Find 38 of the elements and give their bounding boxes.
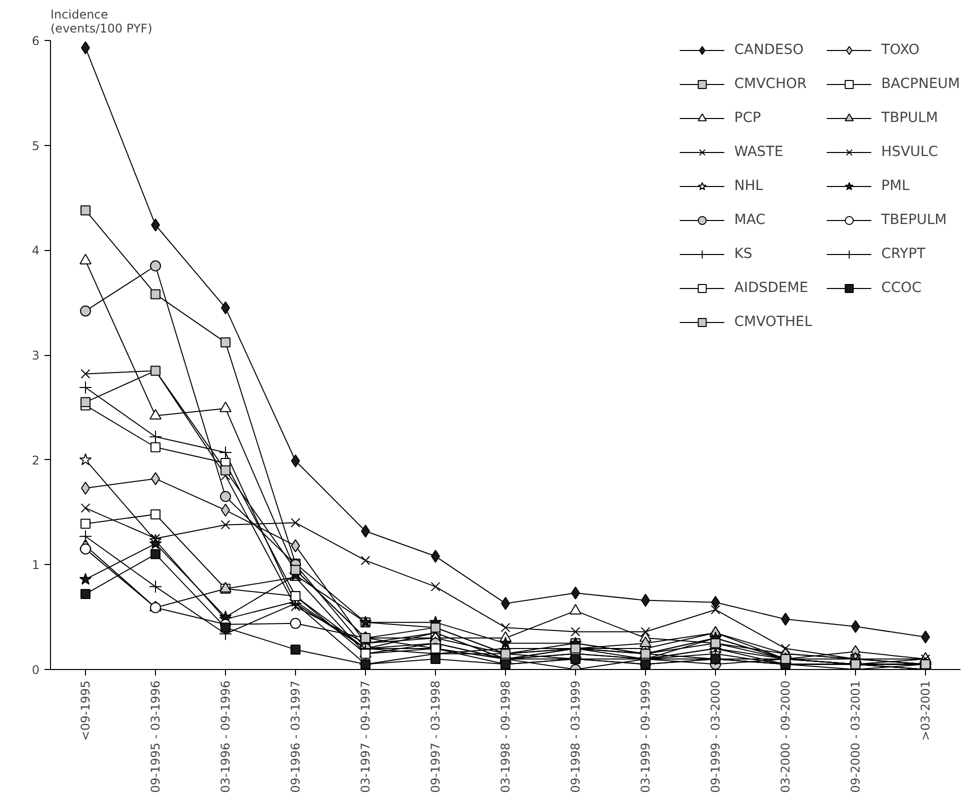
x-tick-label: 03-1999 - 09-1999 [638, 680, 652, 793]
x-tick-label: 09-1996 - 03-1997 [288, 680, 302, 793]
x-tick-label: 09-1999 - 03-2000 [708, 680, 722, 793]
y-tick-label: 5 [32, 138, 40, 153]
legend-label: TOXO [881, 42, 920, 58]
x-tick-label: 03-2000 - 09-2000 [778, 680, 792, 793]
legend-label: CRYPT [881, 246, 926, 262]
legend-label: MAC [734, 212, 766, 228]
y-tick-label: 3 [32, 348, 40, 362]
x-tick-label: 09-2000 - 03-2001 [848, 680, 862, 793]
x-tick-label: >03-2001 [918, 680, 932, 741]
y-tick-label: 0 [32, 663, 40, 677]
legend-label: BACPNEUM [881, 76, 960, 92]
x-tick-label: 09-1997 - 03-1998 [428, 680, 442, 793]
y-axis-title: Incidence (events/100 PYF) [50, 8, 152, 36]
legend-label: HSVULC [881, 144, 938, 160]
x-tick-label: 03-1996 - 09-1996 [218, 680, 232, 793]
y-tick-label: 1 [32, 558, 40, 572]
legend-label: CMVCHOR [734, 76, 807, 92]
x-tick-label: <09-1995 [78, 680, 92, 741]
x-tick-label: 09-1998 - 03-1999 [568, 680, 582, 793]
legend-label: AIDSDEME [734, 280, 808, 296]
legend-label: CMVOTHEL [734, 314, 812, 330]
legend-label: WASTE [734, 144, 784, 160]
y-tick-label: 2 [32, 453, 40, 468]
legend-label: PML [881, 178, 910, 194]
x-tick-label: 03-1997 - 09-1997 [358, 680, 372, 793]
legend-label: TBEPULM [881, 212, 947, 228]
legend-label: NHL [734, 178, 764, 194]
x-tick-label: 09-1995 - 03-1996 [148, 680, 162, 793]
y-tick-label: 6 [32, 34, 40, 48]
legend-label: KS [734, 246, 754, 262]
legend-label: CANDESO [734, 42, 804, 58]
legend-label: CCOC [881, 280, 922, 296]
legend-label: TBPULM [881, 110, 938, 126]
y-tick-label: 4 [32, 244, 40, 258]
x-tick-label: 03-1998 - 09-1998 [498, 680, 512, 793]
legend-label: PCP [734, 110, 761, 126]
